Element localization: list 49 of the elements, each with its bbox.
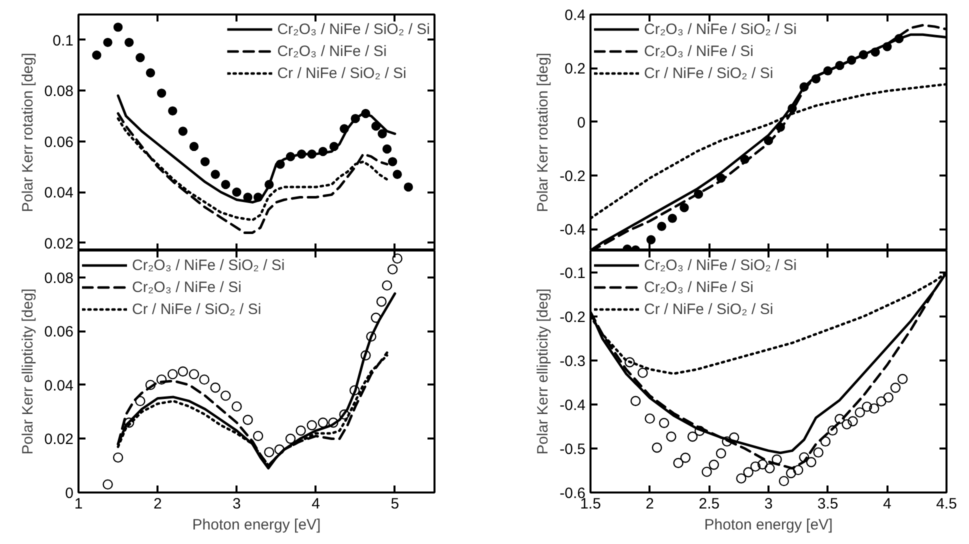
y-tick-label: 0.04 [44, 184, 74, 202]
x-tick-label: 2.5 [698, 496, 720, 512]
y-axis-title: Polar Kerr ellipticity [deg] [534, 288, 552, 454]
legend-label: Cr₂O₃ / NiFe / SiO₂ / Si [644, 256, 797, 276]
y-tick-label: 0 [65, 485, 74, 502]
y-tick-label: 0.08 [44, 83, 74, 100]
legend-label: Cr₂O₃ / NiFe / SiO₂ / Si [277, 20, 430, 40]
x-tick-label: 3 [232, 496, 241, 512]
legend-label: Cr / NiFe / SiO₂ / Si [644, 300, 774, 320]
x-tick-label: 3 [764, 496, 773, 512]
y-tick-label: 0.06 [44, 324, 74, 341]
y-tick-label: -0.2 [560, 309, 586, 326]
y-tick-label: -0.2 [560, 168, 586, 185]
y-axis-title: Polar Kerr rotation [deg] [534, 52, 552, 212]
y-axis-title: Polar Kerr rotation [deg] [19, 52, 36, 212]
x-tick-label: 4 [882, 496, 892, 512]
y-axis-title: Polar Kerr ellipticity [deg] [19, 288, 36, 454]
y-tick-label: 0.06 [44, 134, 74, 151]
y-tick-label: 0.02 [44, 235, 74, 252]
y-tick-label: 0.1 [52, 32, 74, 50]
legend-label: Cr / NiFe / SiO₂ / Si [277, 64, 406, 84]
x-tick-label: 2 [153, 496, 162, 512]
y-tick-label: -0.5 [560, 441, 586, 458]
legend-label: Cr₂O₃ / NiFe / Si [132, 278, 242, 298]
legend-label: Cr₂O₃ / NiFe / Si [644, 278, 754, 298]
x-tick-label: 4.5 [936, 496, 957, 512]
legend-label: Cr₂O₃ / NiFe / SiO₂ / Si [644, 20, 797, 40]
y-tick-label: 0.4 [564, 7, 586, 24]
y-tick-label: -0.4 [560, 222, 586, 239]
x-axis-title: Photon energy [eV] [192, 516, 321, 534]
y-tick-label: 0.08 [44, 270, 74, 287]
legend-label: Cr / NiFe / SiO₂ / Si [132, 300, 262, 320]
y-tick-label: -0.1 [560, 265, 586, 282]
y-tick-label: -0.4 [560, 397, 586, 414]
y-tick-label: 0.04 [44, 377, 74, 394]
x-tick-label: 4 [312, 496, 320, 512]
x-tick-label: 3.5 [817, 496, 838, 512]
legend-label: Cr₂O₃ / NiFe / Si [644, 42, 754, 62]
x-tick-label: 1 [74, 496, 83, 512]
y-tick-label: 0.02 [44, 431, 74, 448]
x-axis-title: Photon energy [eV] [704, 516, 833, 534]
x-tick-label: 2 [646, 496, 654, 512]
legend-label: Cr / NiFe / SiO₂ / Si [644, 64, 774, 84]
y-tick-label: 0 [577, 114, 586, 132]
legend-label: Cr₂O₃ / NiFe / SiO₂ / Si [132, 256, 285, 276]
y-tick-label: -0.3 [560, 353, 586, 370]
y-tick-label: 0.2 [564, 60, 586, 78]
legend-label: Cr₂O₃ / NiFe / Si [277, 42, 387, 62]
x-tick-label: 5 [390, 496, 400, 512]
